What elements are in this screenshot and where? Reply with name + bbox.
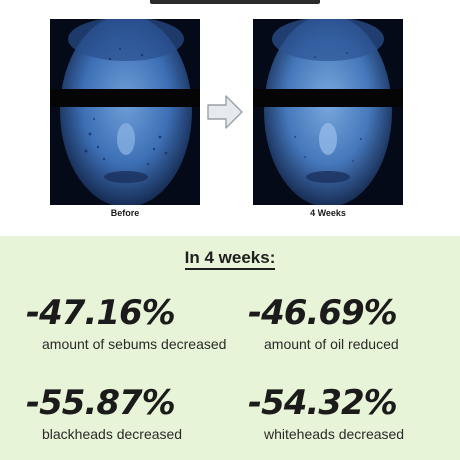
stat-value: -55.87% (26, 383, 176, 423)
stat-value: -54.32% (248, 383, 398, 423)
stat-blackheads: -55.87% blackheads decreased (26, 386, 182, 442)
stat-label: whiteheads decreased (264, 426, 405, 442)
stat-value: -46.69% (248, 293, 398, 333)
after-caption: 4 Weeks (310, 208, 346, 218)
stat-oil: -46.69% amount of oil reduced (248, 296, 399, 352)
stat-label: amount of sebums decreased (42, 336, 227, 352)
results-heading: In 4 weeks: (0, 248, 460, 270)
before-after-section: Before 4 Weeks (50, 0, 403, 218)
stat-sebum: -47.16% amount of sebums decreased (26, 296, 226, 352)
stat-label: blackheads decreased (42, 426, 183, 442)
cropped-title-strip (150, 0, 320, 4)
stat-value: -47.16% (26, 293, 176, 333)
arrow-right-icon (207, 95, 243, 129)
results-heading-text: In 4 weeks: (184, 248, 276, 270)
stat-label: amount of oil reduced (264, 336, 399, 352)
after-uv-face-photo (253, 19, 403, 205)
results-panel: In 4 weeks: -47.16% amount of sebums dec… (0, 236, 460, 460)
before-uv-face-photo (50, 19, 200, 205)
stat-whiteheads: -54.32% whiteheads decreased (248, 386, 404, 442)
before-caption: Before (110, 208, 140, 218)
